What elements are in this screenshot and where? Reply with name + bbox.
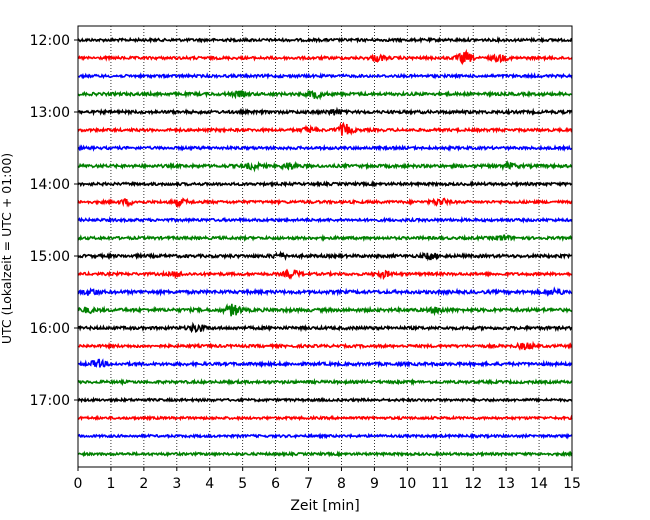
x-tick-label: 13 bbox=[497, 476, 515, 492]
trace-line-1215 bbox=[77, 48, 573, 66]
x-tick-label: 10 bbox=[398, 476, 416, 492]
trace-line-1600 bbox=[77, 321, 573, 334]
trace-line-1245 bbox=[77, 89, 573, 101]
y-axis-label: UTC (Lokalzeit = UTC + 01:00) bbox=[0, 153, 14, 344]
x-tick-label: 1 bbox=[106, 476, 115, 492]
trace-line-1530 bbox=[77, 286, 573, 298]
trace-line-1415 bbox=[77, 197, 573, 209]
trace-line-1515 bbox=[77, 268, 573, 281]
trace-line-1430 bbox=[77, 215, 573, 224]
x-tick-label: 4 bbox=[205, 476, 214, 492]
x-tick-label: 5 bbox=[238, 476, 247, 492]
trace-lines bbox=[77, 35, 573, 458]
x-tick-label: 12 bbox=[464, 476, 482, 492]
x-tick-label: 6 bbox=[271, 476, 280, 492]
x-axis-ticks: 0 1 2 3 4 5 6 7 8 9 10 11 12 13 14 15 bbox=[74, 467, 581, 492]
trace-line-1200 bbox=[77, 35, 573, 44]
x-tick-label: 14 bbox=[530, 476, 548, 492]
trace-line-1545 bbox=[77, 303, 573, 317]
trace-line-1700 bbox=[77, 396, 573, 404]
trace-line-1500 bbox=[77, 250, 573, 262]
trace-line-1615 bbox=[77, 340, 573, 351]
y-tick-label: 14:00 bbox=[30, 177, 70, 193]
x-tick-label: 15 bbox=[563, 476, 581, 492]
y-tick-label: 15:00 bbox=[30, 249, 70, 265]
trace-line-1300 bbox=[77, 106, 573, 117]
x-tick-label: 8 bbox=[337, 476, 346, 492]
trace-line-1315 bbox=[77, 121, 573, 136]
trace-line-1445 bbox=[77, 233, 573, 243]
x-axis-label: Zeit [min] bbox=[290, 498, 359, 514]
trace-line-1715 bbox=[77, 414, 573, 422]
y-tick-label: 17:00 bbox=[30, 393, 70, 409]
trace-line-1230 bbox=[77, 72, 573, 80]
trace-line-1400 bbox=[77, 179, 573, 188]
x-tick-label: 2 bbox=[139, 476, 148, 492]
trace-line-1330 bbox=[77, 143, 573, 153]
trace-line-1630 bbox=[77, 358, 573, 369]
y-tick-label: 16:00 bbox=[30, 321, 70, 337]
x-tick-label: 0 bbox=[74, 476, 83, 492]
trace-line-1345 bbox=[77, 160, 573, 173]
x-tick-label: 3 bbox=[172, 476, 181, 492]
y-axis-ticks: 12:00 13:00 14:00 15:00 16:00 17:00 bbox=[30, 33, 78, 409]
plot-frame bbox=[77, 25, 573, 468]
y-tick-label: 13:00 bbox=[30, 105, 70, 121]
x-tick-label: 7 bbox=[304, 476, 313, 492]
y-tick-label: 12:00 bbox=[30, 33, 70, 49]
trace-line-1730 bbox=[77, 432, 573, 440]
trace-line-1745 bbox=[77, 450, 573, 458]
x-tick-label: 11 bbox=[431, 476, 449, 492]
x-tick-label: 9 bbox=[370, 476, 379, 492]
trace-line-1645 bbox=[77, 377, 573, 387]
